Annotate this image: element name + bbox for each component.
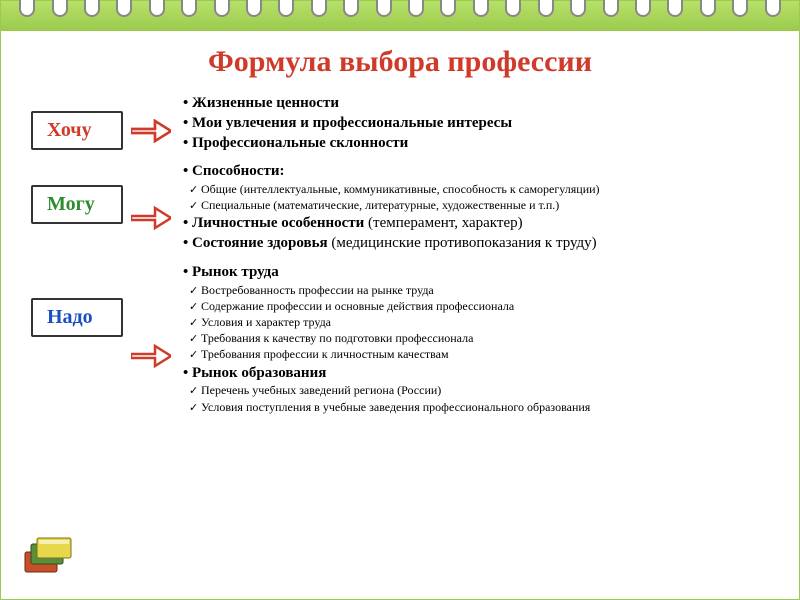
list-subitem: Требования к качеству по подготовки проф…	[189, 331, 590, 346]
list-subitem: Специальные (математические, литературны…	[189, 198, 600, 213]
list-item: Профессиональные склонности	[183, 134, 512, 153]
list-subitem: Условия и характер труда	[189, 315, 590, 330]
section-want: Хочу Жизненные ценностиМои увлечения и п…	[31, 93, 769, 153]
list-subitem: Содержание профессии и основные действия…	[189, 299, 590, 314]
list-subitem: Востребованность профессии на рынке труд…	[189, 283, 590, 298]
list-item: Состояние здоровья (медицинские противоп…	[183, 234, 600, 253]
list-can: Способности:Общие (интеллектуальные, ком…	[183, 161, 600, 254]
arrow-icon	[131, 206, 171, 235]
list-item: Рынок труда	[183, 263, 590, 282]
arrow-icon	[131, 119, 171, 148]
list-need: Рынок трудаВостребованность профессии на…	[183, 262, 590, 416]
list-subitem: Условия поступления в учебные заведения …	[189, 400, 590, 415]
list-item: Способности:	[183, 162, 600, 181]
section-can: Могу Способности:Общие (интеллектуальные…	[31, 161, 769, 254]
list-subitem: Общие (интеллектуальные, коммуникативные…	[189, 182, 600, 197]
list-item: Личностные особенности (темперамент, хар…	[183, 214, 600, 233]
list-subitem: Требования профессии к личностным качест…	[189, 347, 590, 362]
arrow-icon	[131, 344, 171, 373]
content: Хочу Жизненные ценностиМои увлечения и п…	[1, 93, 799, 416]
box-need: Надо	[31, 298, 123, 337]
list-item: Рынок образования	[183, 364, 590, 383]
books-icon	[21, 534, 81, 583]
list-want: Жизненные ценностиМои увлечения и профес…	[183, 93, 512, 153]
box-can: Могу	[31, 185, 123, 224]
page-title: Формула выбора профессии	[1, 45, 799, 79]
section-need: Надо Рынок трудаВостребованность професс…	[31, 262, 769, 416]
spiral-binding	[1, 1, 799, 31]
list-item: Жизненные ценности	[183, 94, 512, 113]
list-subitem: Перечень учебных заведений региона (Росс…	[189, 383, 590, 398]
list-item: Мои увлечения и профессиональные интерес…	[183, 114, 512, 133]
box-want: Хочу	[31, 111, 123, 150]
